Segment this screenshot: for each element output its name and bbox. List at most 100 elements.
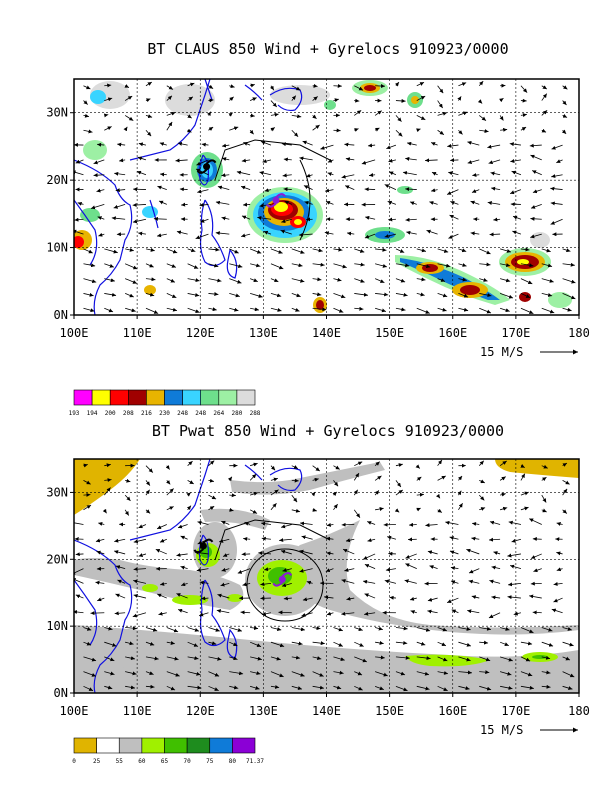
pwat-wind-vector bbox=[333, 656, 345, 662]
pwat-wind-vector bbox=[250, 685, 260, 690]
pwat-wind-vector bbox=[409, 522, 417, 527]
claus-wind-vector bbox=[541, 128, 547, 133]
claus-wind-vector bbox=[83, 129, 93, 134]
claus-wind-vector bbox=[562, 248, 571, 253]
claus-wind-vector bbox=[181, 202, 188, 207]
claus-wind-vector bbox=[229, 126, 239, 131]
pwat-wind-vector bbox=[354, 461, 363, 467]
pwat-wind-vector bbox=[220, 582, 230, 587]
pwat-y-tick-label: 10N bbox=[46, 619, 68, 633]
claus-wind-vector bbox=[291, 129, 299, 138]
pwat-wind-vector bbox=[416, 641, 426, 646]
claus-wind-vector bbox=[562, 100, 567, 106]
pwat-wind-vector bbox=[166, 685, 176, 691]
claus-wind-vector bbox=[447, 143, 459, 148]
pwat-wind-vector bbox=[264, 567, 272, 572]
pwat-wind-vector bbox=[229, 641, 238, 647]
pwat-colorbar-label: 25 bbox=[93, 758, 101, 765]
claus-wind-vector bbox=[270, 263, 284, 270]
pwat-x-tick-label: 170E bbox=[501, 704, 530, 718]
claus-wind-vector bbox=[175, 158, 188, 163]
pwat-wind-vector bbox=[201, 596, 209, 601]
claus-wind-vector bbox=[113, 204, 126, 209]
claus-wind-vector bbox=[437, 129, 445, 136]
claus-wind-vector bbox=[530, 204, 542, 209]
claus-wind-vector bbox=[187, 307, 200, 314]
claus-wind-vector bbox=[104, 278, 115, 283]
pwat-wind-vector bbox=[541, 476, 547, 482]
pwat-wind-vector bbox=[133, 567, 146, 572]
claus-wind-vector bbox=[384, 184, 397, 190]
pwat-wind-vector bbox=[291, 465, 299, 470]
claus-wind-vector bbox=[137, 156, 147, 161]
claus-wind-vector bbox=[467, 140, 480, 146]
pwat-wind-vector bbox=[208, 460, 215, 466]
claus-wind-vector bbox=[221, 157, 230, 162]
pwat-wind-vector bbox=[221, 520, 230, 525]
pwat-wind-vector bbox=[312, 626, 321, 631]
pwat-wind-vector bbox=[445, 520, 459, 525]
claus-wind-vector bbox=[270, 248, 283, 254]
claus-wind-vector bbox=[166, 248, 178, 254]
claus-wind-vector bbox=[157, 185, 167, 190]
pwat-wind-vector bbox=[312, 641, 325, 646]
pwat-wind-vector bbox=[332, 491, 338, 497]
pwat-wind-vector bbox=[302, 597, 313, 602]
pwat-wind-vector bbox=[180, 565, 188, 570]
pwat-wind-vector bbox=[385, 567, 396, 572]
claus-colorbar-label: 200 bbox=[105, 410, 116, 417]
claus-wind-vector bbox=[429, 201, 438, 205]
pwat-wind-vector bbox=[404, 579, 417, 584]
claus-wind-vector bbox=[395, 129, 403, 137]
claus-x-tick-label: 160E bbox=[438, 326, 467, 340]
pwat-wind-vector bbox=[216, 609, 230, 614]
pwat-wind-vector bbox=[556, 567, 563, 572]
claus-wind-vector bbox=[229, 96, 234, 101]
claus-colorbar-swatch bbox=[109, 389, 129, 406]
pwat-wind-vector bbox=[103, 487, 111, 496]
pwat-wind-vector bbox=[114, 550, 126, 555]
claus-wind-vector bbox=[395, 115, 402, 122]
pwat-x-tick-label: 100E bbox=[60, 704, 89, 718]
claus-wind-vector bbox=[341, 174, 355, 179]
claus-wind-vector bbox=[500, 263, 511, 268]
pwat-wind-vector bbox=[104, 478, 112, 483]
claus-wind-vector bbox=[416, 128, 421, 133]
claus-wind-vector bbox=[93, 159, 105, 165]
pwat-wind-vector bbox=[471, 595, 480, 600]
pwat-wind-vector bbox=[208, 505, 215, 511]
claus-wind-vector bbox=[124, 84, 130, 89]
pwat-wind-vector bbox=[187, 627, 200, 632]
claus-wind-vector bbox=[208, 247, 220, 252]
claus-wind-vector bbox=[562, 262, 575, 267]
pwat-wind-vector bbox=[229, 671, 244, 676]
pwat-wind-vector bbox=[312, 685, 325, 690]
pwat-wind-vector bbox=[312, 477, 319, 482]
claus-wind-vector bbox=[104, 307, 114, 313]
claus-wind-vector bbox=[478, 80, 484, 87]
pwat-wind-vector bbox=[145, 465, 154, 473]
pwat-wind-vector bbox=[145, 509, 151, 514]
claus-wind-vector bbox=[111, 216, 126, 221]
claus-wind-vector bbox=[541, 307, 555, 314]
claus-wind-vector bbox=[291, 114, 302, 119]
claus-wind-vector bbox=[354, 292, 369, 297]
claus-wind-vector bbox=[561, 129, 567, 135]
claus-wind-vector bbox=[354, 248, 365, 253]
claus-wind-vector bbox=[187, 248, 196, 253]
pwat-wind-vector bbox=[395, 463, 403, 467]
pwat-wind-vector bbox=[345, 538, 355, 543]
pwat-wind-vector bbox=[281, 582, 292, 588]
claus-wind-vector bbox=[177, 141, 188, 146]
claus-wind-vector bbox=[221, 173, 230, 178]
claus-wind-vector bbox=[416, 248, 427, 253]
claus-wind-vector bbox=[74, 170, 84, 176]
pwat-wind-vector bbox=[429, 565, 438, 570]
claus-wind-vector bbox=[260, 140, 272, 146]
pwat-colorbar-label: 75 bbox=[206, 758, 214, 765]
pwat-wind-vector bbox=[74, 578, 84, 584]
claus-wind-vector bbox=[405, 187, 417, 192]
claus-wind-vector bbox=[541, 85, 548, 90]
claus-wind-vector bbox=[384, 233, 397, 238]
claus-wind-vector bbox=[471, 189, 480, 193]
